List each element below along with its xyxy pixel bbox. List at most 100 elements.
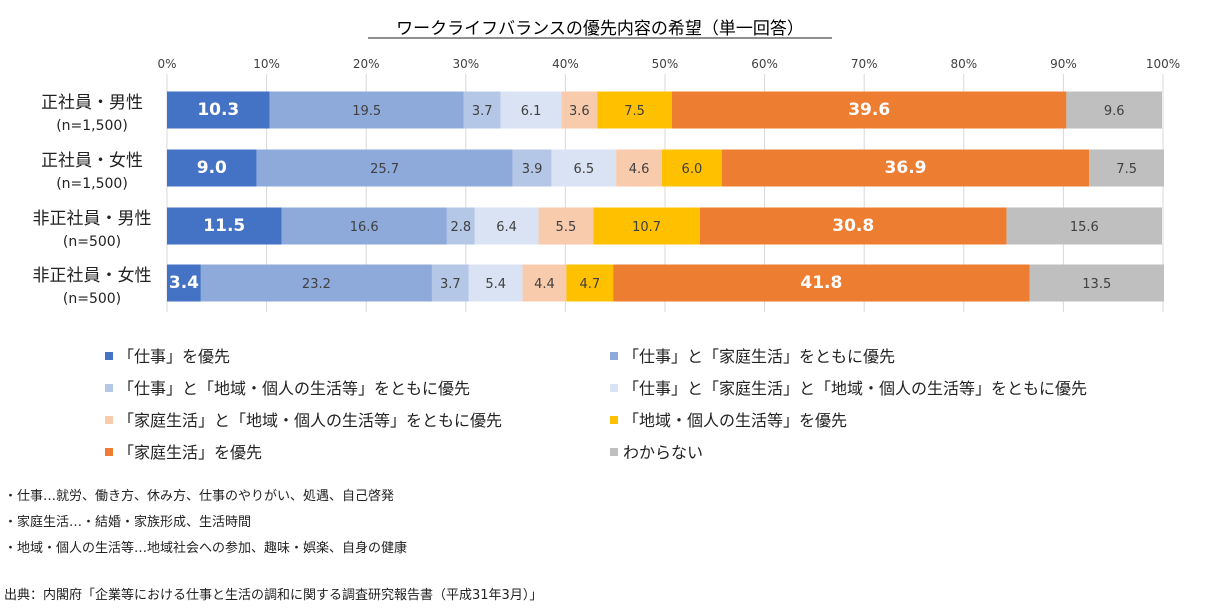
data-label: 3.6 — [569, 104, 590, 119]
note-family: ・家庭生活…・結婚・家族形成、生活時間 — [4, 515, 252, 530]
bar-segment — [281, 207, 447, 245]
x-tick-label: 30% — [452, 57, 479, 71]
note-work: ・仕事…就労、働き方、休み方、仕事のやりがい、処遇、自己啓発 — [4, 489, 395, 504]
legend-swatch — [610, 384, 618, 392]
bar-segment — [551, 149, 617, 187]
data-label: 3.7 — [472, 104, 493, 119]
data-label: 4.4 — [534, 277, 555, 292]
bar-segment — [699, 207, 1007, 245]
source-citation: 出典：内閣府「企業等における仕事と生活の調和に関する調査研究報告書（平成31年3… — [4, 588, 543, 603]
data-label: 11.5 — [203, 216, 245, 236]
legend-swatch — [105, 384, 113, 392]
bar-segment — [200, 264, 432, 302]
bar-segment — [446, 207, 475, 245]
data-label: 3.9 — [522, 162, 543, 177]
data-label: 39.6 — [848, 100, 890, 120]
legend-label: 「地域・個人の生活等」を優先 — [623, 411, 847, 430]
category-label: 非正社員・男性 — [33, 209, 152, 229]
legend-swatch — [105, 448, 113, 456]
legend-label: 「仕事」と「家庭生活」をともに優先 — [623, 347, 895, 366]
bar-segment — [1089, 149, 1164, 187]
data-label: 6.5 — [573, 162, 594, 177]
bar-segment — [167, 149, 257, 187]
category-label: 正社員・女性 — [41, 151, 143, 171]
legend-swatch — [105, 352, 113, 360]
bar-segment — [662, 149, 722, 187]
category-labels: 正社員・男性 (n=1,500) 正社員・女性 (n=1,500) 非正社員・男性 (n=… — [33, 93, 152, 307]
data-label: 19.5 — [352, 104, 381, 119]
data-label: 41.8 — [800, 273, 842, 293]
category-label: 正社員・男性 — [41, 93, 143, 113]
data-label: 4.6 — [629, 162, 650, 177]
category-sample-size: (n=1,500) — [56, 176, 128, 192]
legend: 「仕事」を優先 「仕事」と「家庭生活」をともに優先「仕事」と「地域・個人の生活等」… — [105, 347, 1087, 462]
data-label: 7.5 — [624, 104, 645, 119]
stacked-bar-chart: ワークライフバランスの優先内容の希望（単一回答） 0% 10% 20% 30% 40% 5… — [33, 19, 1181, 462]
bar-segment — [538, 207, 594, 245]
bar-segment — [561, 91, 598, 129]
definitions-notes: ・仕事…就労、働き方、休み方、仕事のやりがい、処遇、自己啓発 ・家庭生活…・結婚… — [4, 484, 407, 562]
x-axis-ticks: 0% 10% 20% 30% 40% 50% 60% 70% 80% 90% 100% — [157, 57, 1180, 71]
category-sample-size: (n=1,500) — [56, 118, 128, 134]
bar-segment — [597, 91, 672, 129]
bar-segment — [167, 207, 282, 245]
data-label: 15.6 — [1070, 220, 1099, 235]
x-tick-label: 20% — [353, 57, 380, 71]
x-tick-label: 80% — [950, 57, 977, 71]
bar-segment — [431, 264, 469, 302]
x-tick-label: 100% — [1146, 57, 1180, 71]
data-label: 6.1 — [521, 104, 542, 119]
bar-segment — [1006, 207, 1163, 245]
x-tick-label: 40% — [552, 57, 579, 71]
legend-swatch — [610, 448, 618, 456]
bar-segment — [463, 91, 501, 129]
bar-segment — [616, 149, 663, 187]
bar-segment — [671, 91, 1067, 129]
category-label: 非正社員・女性 — [33, 266, 152, 286]
bar-segment — [522, 264, 567, 302]
x-tick-label: 50% — [652, 57, 679, 71]
data-label: 3.7 — [440, 277, 461, 292]
x-tick-label: 70% — [851, 57, 878, 71]
x-tick-label: 60% — [751, 57, 778, 71]
legend-label: 「仕事」を優先 — [118, 347, 230, 366]
bar-segment — [1066, 91, 1163, 129]
legend-label: 「仕事」と「地域・個人の生活等」をともに優先 — [118, 379, 470, 398]
bar-segment — [167, 91, 270, 129]
legend-label: 「家庭生活」と「地域・個人の生活等」をともに優先 — [118, 411, 502, 430]
data-label: 2.8 — [450, 220, 471, 235]
data-label: 7.5 — [1116, 162, 1137, 177]
category-sample-size: (n=500) — [63, 291, 121, 307]
legend-swatch — [105, 416, 113, 424]
data-label: 25.7 — [370, 162, 399, 177]
bar-segment — [721, 149, 1090, 187]
bar-segment — [512, 149, 552, 187]
data-label: 10.7 — [632, 220, 661, 235]
data-label: 5.4 — [485, 277, 506, 292]
legend-label: わからない — [623, 443, 703, 462]
bar-segment — [256, 149, 513, 187]
data-label: 23.2 — [302, 277, 331, 292]
legend-label: 「仕事」と「家庭生活」と「地域・個人の生活等」をともに優先 — [623, 379, 1087, 398]
legend-label: 「家庭生活」を優先 — [118, 443, 262, 462]
legend-swatch — [610, 416, 618, 424]
data-label: 3.4 — [169, 273, 199, 293]
bar-segment — [474, 207, 539, 245]
data-label: 13.5 — [1082, 277, 1111, 292]
note-community: ・地域・個人の生活等…地域社会への参加、趣味・娯楽、自身の健康 — [4, 541, 408, 556]
x-tick-label: 10% — [253, 57, 280, 71]
bar-segment — [613, 264, 1030, 302]
bars: 10.3 19.5 3.7 6.1 3.6 7.5 39.6 9.6 9.0 25.7 3.9 6.5… — [167, 91, 1164, 302]
data-label: 5.5 — [556, 220, 577, 235]
x-tick-label: 0% — [157, 57, 176, 71]
data-label: 6.0 — [682, 162, 703, 177]
x-tick-label: 90% — [1050, 57, 1077, 71]
bar-segment — [1029, 264, 1164, 302]
bar-segment — [468, 264, 523, 302]
bar-segment — [269, 91, 464, 129]
data-label: 36.9 — [885, 158, 927, 178]
bar-segment — [500, 91, 562, 129]
data-label: 30.8 — [832, 216, 874, 236]
bar-segment — [566, 264, 614, 302]
data-label: 10.3 — [197, 100, 239, 120]
